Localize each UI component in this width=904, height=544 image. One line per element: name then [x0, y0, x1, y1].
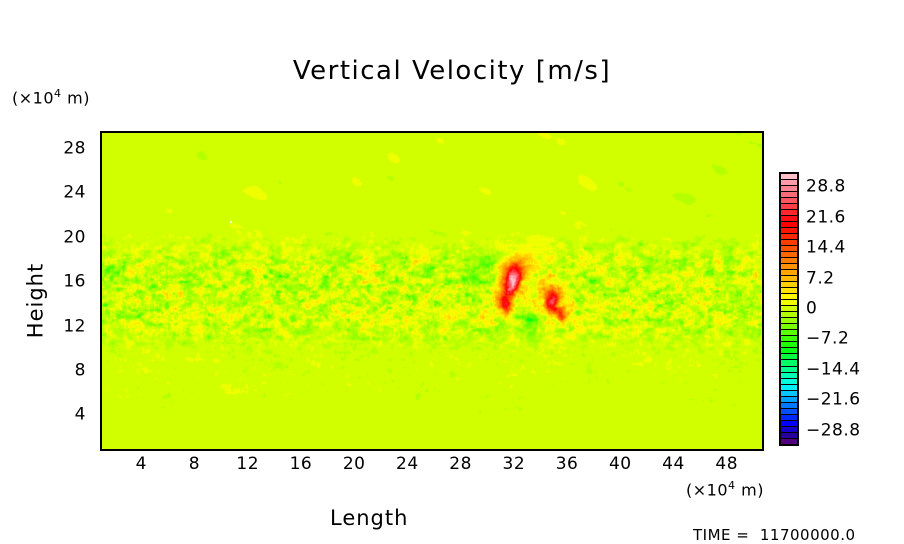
colorbar-tick-label: 14.4 [806, 237, 846, 258]
colorbar-band [781, 384, 797, 391]
y-tick-label: 12 [63, 316, 86, 337]
colorbar-band [781, 300, 797, 307]
x-tick-label: 48 [715, 454, 739, 474]
colorbar-tick-labels: 28.8 21.6 14.4 7.2 0 −7.2 −14.4 −21.6 −28.8 [806, 172, 902, 446]
colorbar-band [781, 360, 797, 367]
colorbar-band [781, 180, 797, 187]
colorbar-band [781, 348, 797, 355]
colorbar-band [781, 228, 797, 235]
x-tick-label: 8 [188, 454, 201, 474]
colorbar-band [781, 408, 797, 415]
colorbar-band [781, 252, 797, 259]
colorbar-band [781, 366, 797, 373]
colorbar-tick-label: 28.8 [806, 176, 846, 197]
y-axis-ticks: 4 8 12 16 20 24 28 [42, 131, 94, 451]
y-tick-label: 8 [74, 360, 86, 381]
x-tick-label: 4 [135, 454, 147, 474]
x-tick-label: 28 [449, 454, 472, 474]
colorbar-band [781, 210, 797, 217]
x-axis-label: Length [330, 506, 409, 530]
colorbar-band [781, 246, 797, 253]
y-units-tail: m) [61, 88, 90, 108]
time-annotation: TIME = 11700000.0 [693, 526, 856, 544]
x-units-base: (×10 [686, 480, 729, 500]
colorbar-band [781, 294, 797, 301]
colorbar-band [781, 216, 797, 223]
colorbar-band [781, 330, 797, 337]
x-axis-ticks: 4 8 12 16 20 24 28 32 36 40 44 48 [100, 456, 764, 480]
colorbar-band [781, 192, 797, 199]
x-tick-label: 36 [555, 454, 579, 474]
colorbar-tick-label: −28.8 [806, 420, 861, 441]
colorbar-band [781, 258, 797, 265]
x-tick-label: 24 [396, 454, 419, 474]
colorbar-band [781, 414, 797, 421]
y-tick-label: 24 [63, 182, 86, 203]
colorbar-band [781, 174, 797, 181]
colorbar-band [781, 420, 797, 427]
colorbar-band [781, 276, 797, 283]
y-tick-label: 16 [63, 271, 86, 292]
colorbar-band [781, 186, 797, 193]
vertical-velocity-field [102, 133, 762, 449]
y-units-exponent: 4 [54, 87, 62, 100]
colorbar-band [781, 372, 797, 379]
y-tick-label: 20 [63, 227, 86, 248]
colorbar-band [781, 234, 797, 241]
x-tick-label: 44 [662, 454, 685, 474]
x-tick-label: 40 [608, 454, 632, 474]
colorbar-band [781, 306, 797, 313]
colorbar-band [781, 396, 797, 403]
x-tick-label: 32 [502, 454, 526, 474]
colorbar-band [781, 342, 797, 349]
x-tick-label: 20 [342, 454, 366, 474]
colorbar-band [781, 432, 797, 439]
colorbar-tick-label: 7.2 [806, 268, 835, 289]
colorbar-band [781, 318, 797, 325]
y-axis-units: (×104 m) [12, 88, 90, 106]
y-tick-label: 28 [63, 138, 86, 159]
colorbar-band [781, 240, 797, 247]
colorbar-band [781, 222, 797, 229]
colorbar-tick-label: −14.4 [806, 359, 861, 380]
x-units-exponent: 4 [728, 479, 736, 492]
colorbar-band [781, 402, 797, 409]
y-axis-label: Height [23, 262, 48, 339]
colorbar-band [781, 312, 797, 319]
colorbar-tick-label: 21.6 [806, 207, 846, 228]
y-tick-label: 4 [74, 404, 86, 425]
colorbar-band [781, 324, 797, 331]
colorbar-band [781, 378, 797, 385]
y-units-base: (×10 [12, 88, 55, 108]
colorbar[interactable] [779, 172, 799, 446]
colorbar-band [781, 198, 797, 205]
colorbar-band [781, 204, 797, 211]
x-units-tail: m) [735, 480, 764, 500]
x-axis-units: (×104 m) [686, 480, 764, 498]
colorbar-band [781, 390, 797, 397]
colorbar-band [781, 426, 797, 433]
colorbar-band [781, 438, 797, 444]
colorbar-tick-label: −21.6 [806, 389, 861, 410]
heatmap-plot-area[interactable] [100, 131, 764, 451]
colorbar-band [781, 288, 797, 295]
colorbar-tick-label: −7.2 [806, 328, 850, 349]
x-tick-label: 12 [236, 454, 260, 474]
x-tick-label: 16 [289, 454, 313, 474]
colorbar-band [781, 336, 797, 343]
page-title: Vertical Velocity [m/s] [292, 56, 612, 86]
colorbar-tick-label: 0 [806, 298, 818, 319]
colorbar-band [781, 270, 797, 277]
colorbar-band [781, 282, 797, 289]
colorbar-band [781, 264, 797, 271]
colorbar-band [781, 354, 797, 361]
